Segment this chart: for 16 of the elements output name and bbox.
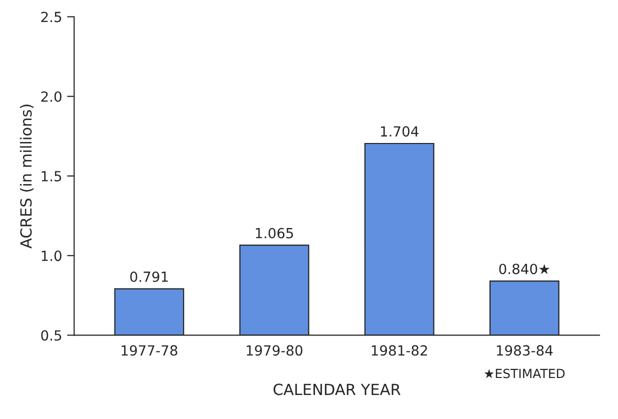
x-tick-label: 1979-80 [246,345,302,356]
y-tick-label: 0.5 [41,330,62,341]
y-tick-label: 2.5 [41,12,62,22]
x-tick-label: 1983-84 [496,345,553,356]
data-label: 0.791 [130,272,168,282]
data-label: 1.065 [256,228,293,238]
data-label: 1.704 [380,126,418,137]
x-tick-label: 1977-78 [122,345,178,356]
y-tick-label: 1.0 [42,250,62,262]
y-axis-title: ACRES (in millions) [20,104,34,248]
x-tick-label: 1981-82 [372,345,427,356]
y-tick-label: 1.5 [42,171,62,182]
text: ★ESTIMATED [484,368,565,378]
y-tick-label: 2.0 [41,91,62,102]
data-label: 0.840★ [499,264,550,274]
x-axis-title: CALENDAR YEAR [274,384,400,396]
